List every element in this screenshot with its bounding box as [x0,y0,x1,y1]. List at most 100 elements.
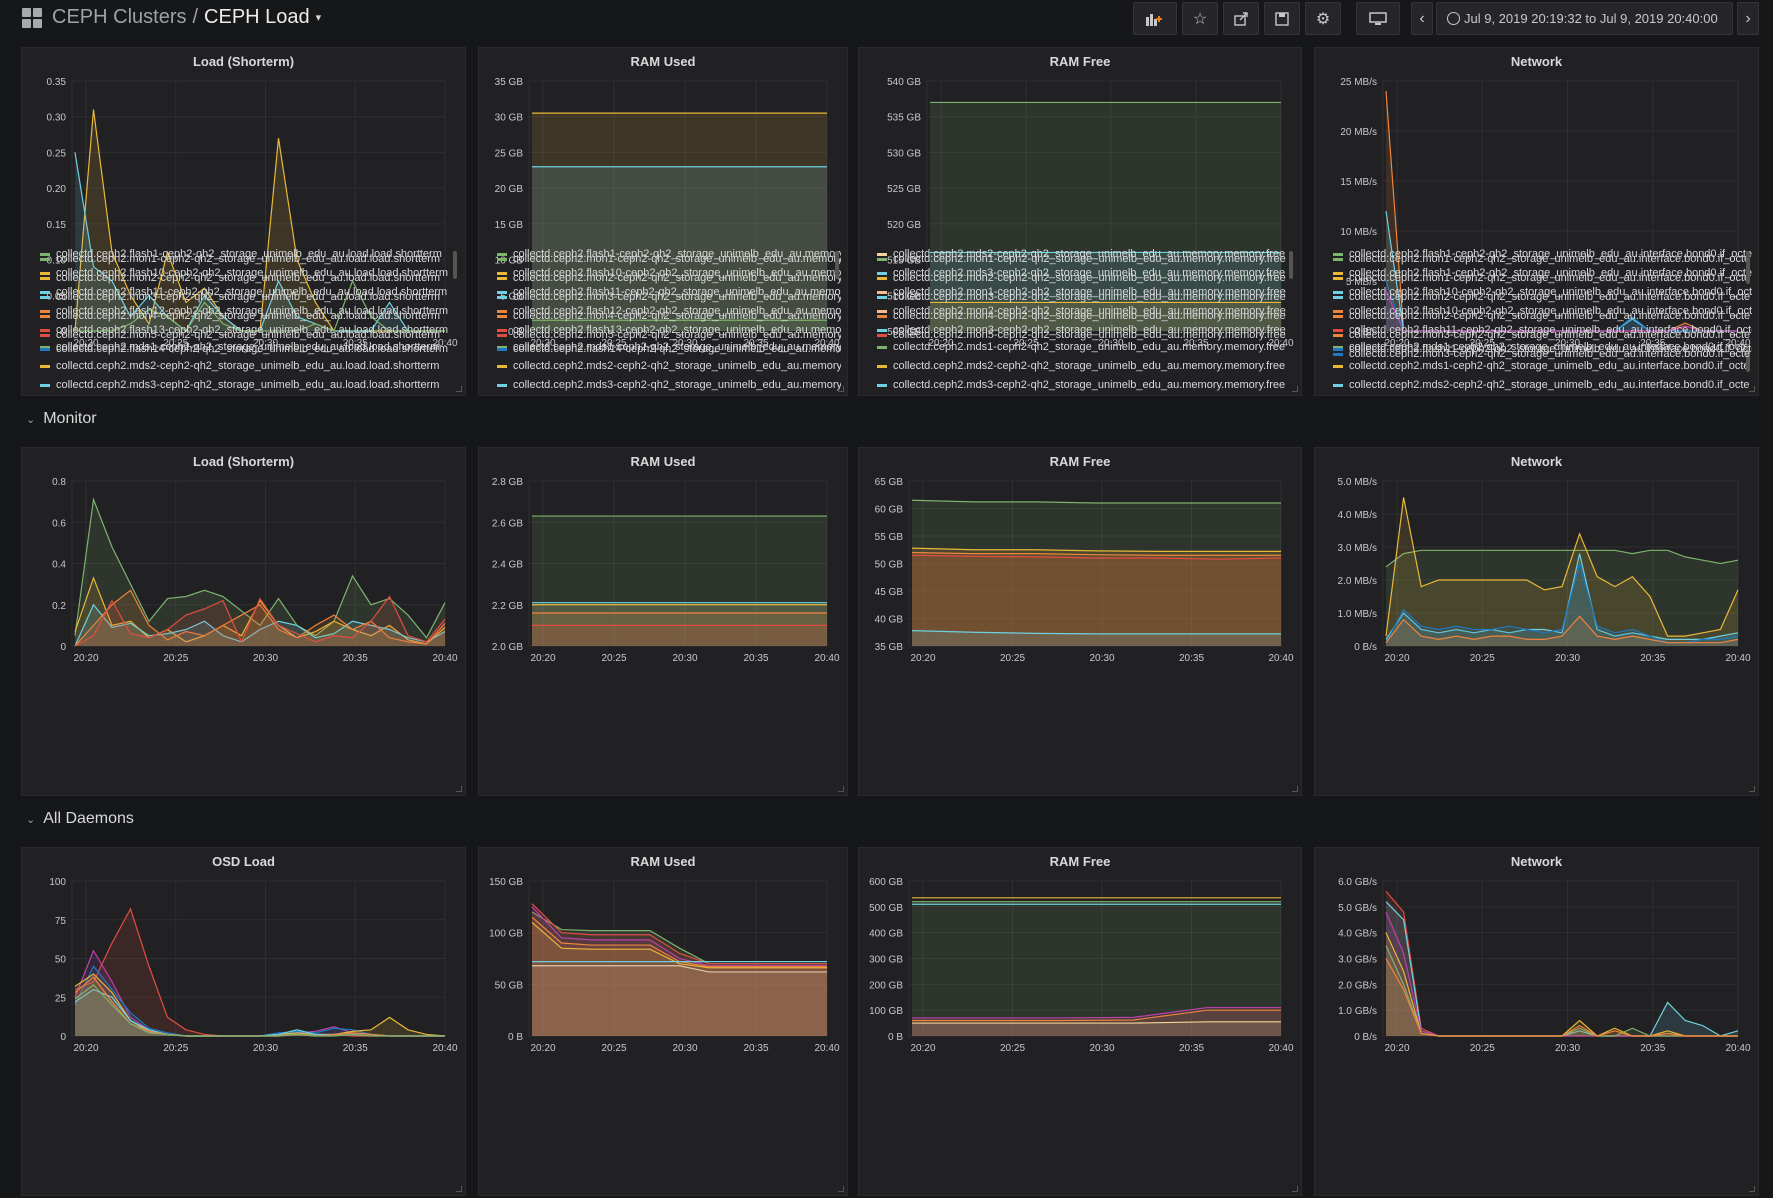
caret-down-icon[interactable]: ▾ [315,12,322,24]
star-button[interactable]: ☆ [1182,2,1218,35]
legend-item[interactable]: collectd.ceph2.mon2-ceph2-qh2_storage_un… [877,302,1295,321]
legend-item[interactable]: collectd.ceph2.mds1-ceph2-qh2_storage_un… [1333,357,1752,376]
legend-item[interactable]: collectd.ceph2.flash11-ceph2-qh2_storage… [1333,340,1752,359]
tv-mode-button[interactable] [1356,2,1400,35]
legend-item[interactable]: collectd.ceph2.flash13-ceph2-qh2_storage… [40,321,459,340]
settings-button[interactable]: ⚙ [1305,2,1341,35]
legend-item[interactable]: collectd.ceph2.mon3-ceph2-qh2_storage_un… [1333,345,1752,364]
legend-item[interactable]: collectd.ceph2.mon4-ceph2-qh2_storage_un… [40,307,459,326]
legend-scrollbar[interactable] [453,251,457,279]
chart-canvas[interactable]: 100 75 50 25 0 20:20 20:25 20:30 20:35 20:40 [22,848,467,1058]
legend-item[interactable]: collectd.ceph2.mon4-ceph2-qh2_storage_un… [877,307,1295,326]
panel-load-shorterm[interactable]: Load (Shorterm) 0.8 0.6 0.4 0.2 0 20:20 20:25 20… [21,253,466,796]
series-line[interactable] [74,589,446,647]
series-line[interactable] [74,595,446,647]
legend-item[interactable]: collectd.ceph2.mds3-ceph2-qh2_storage_un… [497,376,841,391]
legend-item[interactable]: collectd.ceph2.mon3-ceph2-qh2_storage_un… [877,321,1295,340]
legend-item[interactable]: collectd.ceph2.mon2-ceph2-qh2_storage_un… [1333,307,1752,326]
legend-item[interactable]: collectd.ceph2.flash1-ceph2-qh2_storage_… [1333,264,1752,283]
panel-network[interactable]: Network 5.0 MB/s 4.0 MB/s 3.0 MB/s 2.0 MB/s 1… [1314,253,1759,796]
chart-canvas[interactable]: 2.8 GB 2.6 GB 2.4 GB 2.2 GB 2.0 GB 20:20 20:25… [479,448,849,668]
dashboard-title[interactable]: CEPH Load [204,6,310,28]
series-line[interactable] [911,551,1281,556]
legend-item[interactable]: collectd.ceph2.flash11-ceph2-qh2_storage… [497,283,841,302]
series-line[interactable] [1385,549,1739,568]
series-line[interactable] [1385,497,1739,637]
panel-ram-free[interactable]: RAM Free 600 GB 500 GB 400 GB 300 GB 200 GB 10… [858,248,1302,1196]
legend-item[interactable]: collectd.ceph2.mds2-ceph2-qh2_storage_un… [877,245,1295,264]
panel-ram-used[interactable]: RAM Used 35 GB 30 GB 25 GB 20 GB 15 GB 10 GB 5 … [478,47,848,396]
legend-item[interactable]: collectd.ceph2.mon5-ceph2-qh2_storage_un… [877,326,1295,345]
time-forward-button[interactable]: › [1737,2,1759,35]
legend-item[interactable]: collectd.ceph2.mon1-ceph2-qh2_storage_un… [877,283,1295,302]
resize-handle[interactable] [1292,1186,1298,1192]
panel-title[interactable]: RAM Used [630,454,696,469]
resize-handle[interactable] [456,386,462,392]
legend-item[interactable]: collectd.ceph2.mon3-ceph2-qh2_storage_un… [1333,326,1752,345]
panel-ram-free[interactable]: RAM Free 540 GB 535 GB 530 GB 525 GB 520 GB 51… [858,47,1302,396]
panel-title[interactable]: Load (Shorterm) [192,454,295,469]
series-line[interactable] [531,906,827,967]
legend-item[interactable]: collectd.ceph2.mds2-ceph2-qh2_storage_un… [877,357,1295,376]
legend-item[interactable]: collectd.ceph2.flash11-ceph2-qh2_storage… [40,283,459,302]
legend-item[interactable]: collectd.ceph2.mds2-ceph2-qh2_storage_un… [497,357,841,376]
panel-ram-used[interactable]: RAM Used 2.8 GB 2.6 GB 2.4 GB 2.2 GB 2.0 GB 20… [478,253,849,796]
share-button[interactable] [1223,2,1259,35]
series-line[interactable] [911,547,1281,553]
chart-canvas[interactable]: 65 GB 60 GB 55 GB 50 GB 45 GB 40 GB 35 GB 20:20… [859,448,1303,668]
legend-item[interactable]: collectd.ceph2.mon2-ceph2-qh2_storage_un… [497,269,841,288]
resize-handle[interactable] [1749,786,1755,792]
legend-item[interactable]: collectd.ceph2.mon1-ceph2-qh2_storage_un… [497,250,841,269]
legend-item[interactable]: collectd.ceph2.flash10-ceph2-qh2_storage… [1333,302,1752,321]
series-line[interactable] [1385,290,1738,332]
legend-item[interactable]: collectd.ceph2.mds3-ceph2-qh2_storage_un… [877,376,1295,391]
legend-scrollbar[interactable] [1746,344,1750,372]
legend-item[interactable]: collectd.ceph2.mds1-ceph2-qh2_storage_un… [497,338,841,357]
time-range-picker[interactable]: Jul 9, 2019 20:19:32 to Jul 9, 2019 20:4… [1436,2,1733,35]
legend-item[interactable]: collectd.ceph2.flash10-ceph2-qh2_storage… [1333,283,1752,302]
panel-network[interactable]: Network 25 MB/s 20 MB/s 15 MB/s 10 MB/s 5 MB/… [1314,47,1759,396]
legend-item[interactable]: collectd.ceph2.flash1-ceph2-qh2_storage_… [497,245,841,264]
legend-item[interactable]: collectd.ceph2.flash11-ceph2-qh2_storage… [1333,321,1752,340]
panel-ram-used[interactable]: RAM Used 150 GB 100 GB 50 GB 0 B 20:20 20:25 20… [478,248,849,1196]
legend-item[interactable]: collectd.ceph2.flash12-ceph2-qh2_storage… [40,302,459,321]
resize-handle[interactable] [1292,386,1298,392]
series-line[interactable] [1385,958,1738,1037]
resize-handle[interactable] [1749,1186,1755,1192]
legend-item[interactable]: collectd.ceph2.mds2-ceph2-qh2_storage_un… [1333,376,1752,391]
legend-item[interactable]: collectd.ceph2.flash1-ceph2-qh2_storage_… [40,245,459,264]
chart-canvas[interactable]: 540 GB 535 GB 530 GB 525 GB 520 GB 515 GB 510 … [859,48,1303,353]
legend-item[interactable]: collectd.ceph2.mds1-ceph2-qh2_storage_un… [40,338,459,357]
legend-item[interactable]: collectd.ceph2.mon3-ceph2-qh2_storage_un… [497,288,841,307]
series-line[interactable] [531,921,827,969]
legend-item[interactable]: collectd.ceph2.mon5-ceph2-qh2_storage_un… [40,326,459,345]
panel-title[interactable]: Network [1510,454,1563,469]
series-line[interactable] [912,1009,1281,1022]
legend-scrollbar[interactable] [835,251,839,279]
series-line[interactable] [1385,553,1739,640]
series-line[interactable] [74,984,445,1037]
time-back-button[interactable]: ‹ [1411,2,1433,35]
panel-title[interactable]: RAM Used [630,54,696,69]
panel-title[interactable]: Load (Shorterm) [192,54,295,69]
legend-item[interactable]: collectd.ceph2.mds3-ceph2-qh2_storage_un… [40,376,459,391]
dashboards-grid-icon[interactable] [22,7,42,28]
series-line[interactable] [911,630,1281,635]
series-line[interactable] [911,499,1281,504]
resize-handle[interactable] [456,1186,462,1192]
chart-canvas[interactable]: 150 GB 100 GB 50 GB 0 B 20:20 20:25 20:30 20:35… [479,848,849,1058]
legend-item[interactable]: collectd.ceph2.mon4-ceph2-qh2_storage_un… [497,307,841,326]
legend-item[interactable]: collectd.ceph2.flash14-ceph2-qh2_storage… [40,340,459,359]
legend-item[interactable]: collectd.ceph2.flash10-ceph2-qh2_storage… [497,264,841,283]
legend-item[interactable]: collectd.ceph2.flash1-ceph2-qh2_storage_… [1333,245,1752,264]
legend-item[interactable]: collectd.ceph2.flash10-ceph2-qh2_storage… [40,264,459,283]
series-line[interactable] [74,497,446,639]
legend-item[interactable]: collectd.ceph2.mon5-ceph2-qh2_storage_un… [497,326,841,345]
legend-item[interactable]: collectd.ceph2.mon3-ceph2-qh2_storage_un… [40,288,459,307]
chart-canvas[interactable]: 35 GB 30 GB 25 GB 20 GB 15 GB 10 GB 5 GB 0 B 20:… [479,48,849,353]
series-line[interactable] [74,603,446,647]
legend-item[interactable]: collectd.ceph2.mon1-ceph2-qh2_storage_un… [40,250,459,269]
legend-scrollbar[interactable] [1289,251,1293,279]
legend-item[interactable]: collectd.ceph2.mon1-ceph2-qh2_storage_un… [877,250,1295,269]
series-line[interactable] [531,903,827,965]
